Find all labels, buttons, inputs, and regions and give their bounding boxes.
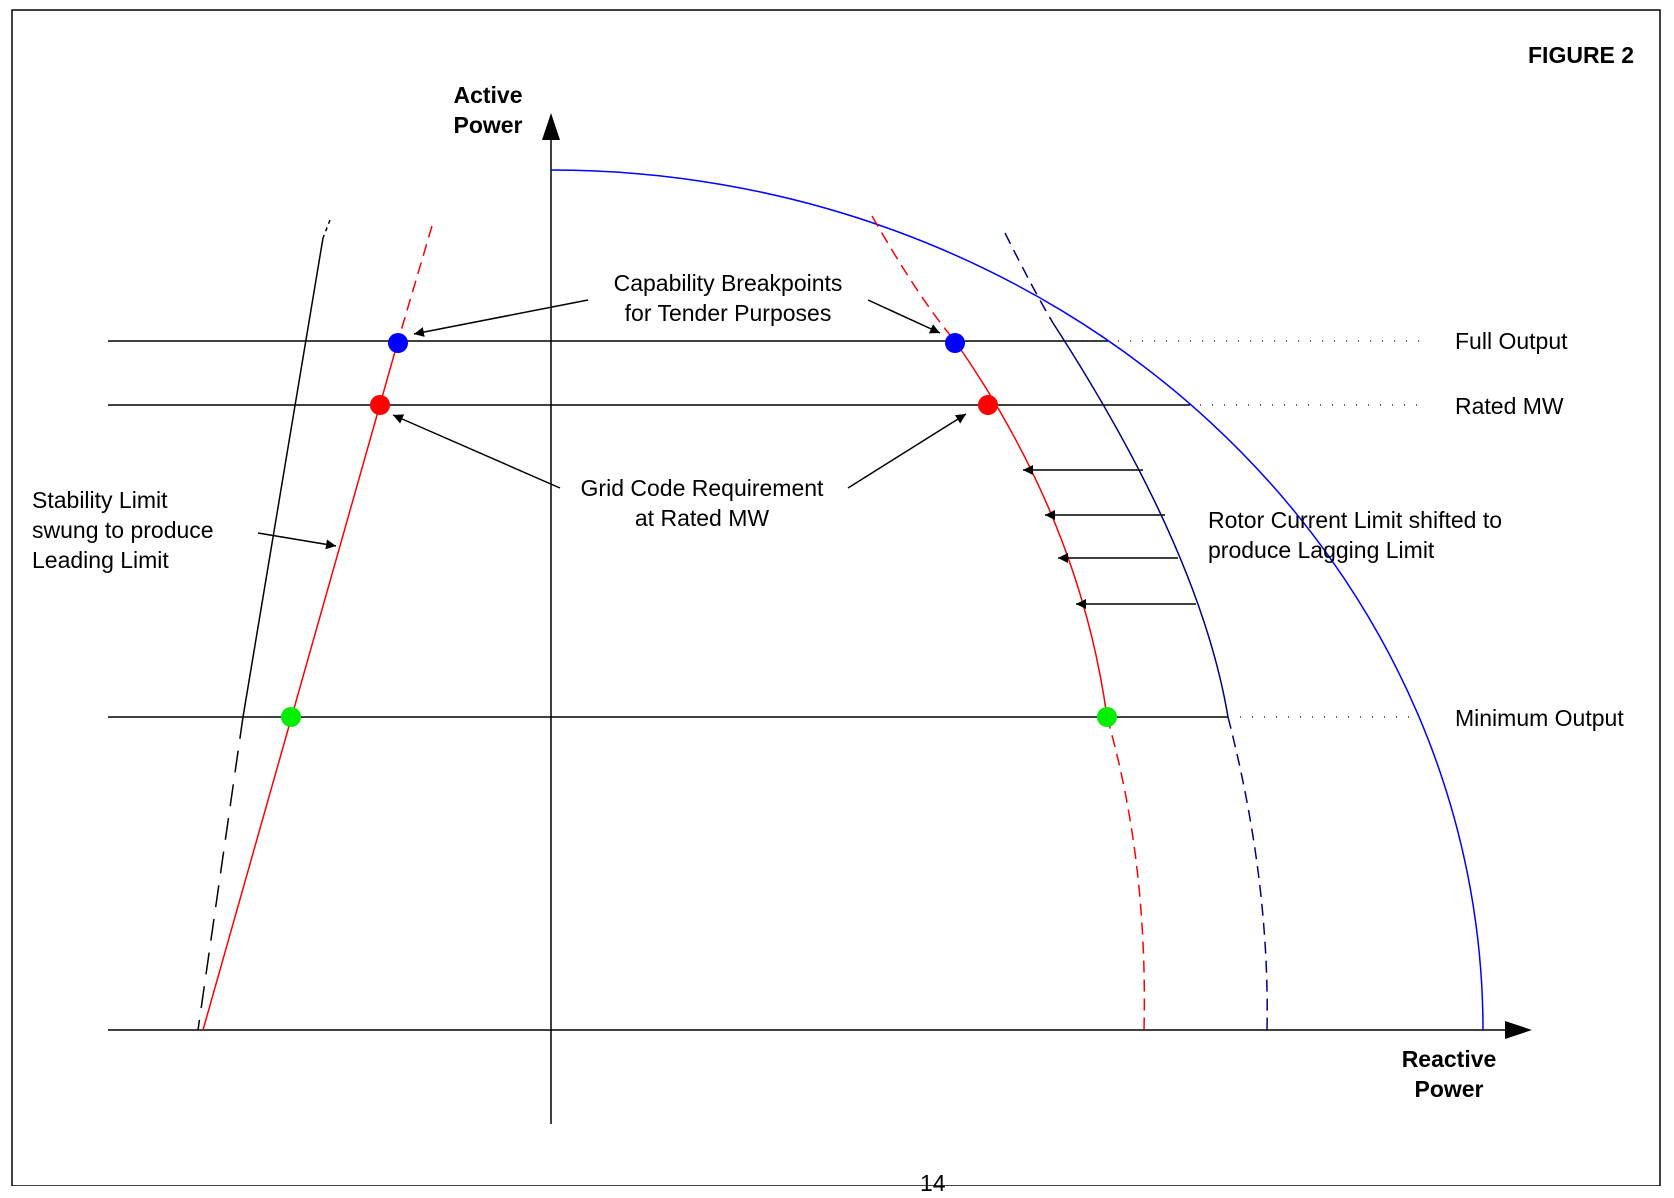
stability-limit-solid bbox=[242, 237, 324, 718]
stability-limit-dashed-bottom bbox=[197, 716, 244, 1031]
full-output-lagging-point bbox=[945, 333, 965, 353]
grid-code-arrow-left bbox=[392, 414, 561, 489]
capability-arrow-right bbox=[867, 299, 941, 334]
stability-arrow bbox=[257, 532, 337, 550]
grid-code-label-line2: at Rated MW bbox=[634, 505, 770, 531]
rotor-label-line2: produce Lagging Limit bbox=[1208, 537, 1435, 563]
y-axis-label-line2: Power bbox=[453, 112, 523, 138]
full-output-leading-point bbox=[388, 333, 408, 353]
lagging-limit-solid bbox=[954, 340, 1108, 718]
y-axis-label-line1: Active bbox=[453, 82, 523, 108]
page-border bbox=[11, 9, 1661, 1186]
rated-mw-lagging-point bbox=[978, 395, 998, 415]
leading-limit-dashed-top bbox=[397, 225, 433, 342]
x-axis-label-line1: Reactive bbox=[1401, 1046, 1497, 1072]
y-axis-label: Active Power bbox=[436, 80, 540, 140]
grid-code-arrow-right bbox=[847, 413, 967, 489]
stability-label-line3: Leading Limit bbox=[32, 547, 169, 573]
stability-limit-label: Stability Limit swung to produce Leading… bbox=[32, 485, 214, 575]
rotor-label-line1: Rotor Current Limit shifted to bbox=[1208, 507, 1503, 533]
lagging-limit-dashed-top bbox=[871, 215, 956, 342]
x-axis-label: Reactive Power bbox=[1390, 1044, 1508, 1104]
rotor-limit-dashed-bottom bbox=[1227, 716, 1268, 1031]
x-axis-label-line2: Power bbox=[1414, 1076, 1484, 1102]
y-axis-arrowhead bbox=[542, 113, 560, 140]
stability-label-line2: swung to produce bbox=[32, 517, 214, 543]
rated-mw-label: Rated MW bbox=[1455, 393, 1564, 419]
figure-label: FIGURE 2 bbox=[1528, 42, 1635, 68]
x-axis-arrowhead bbox=[1505, 1021, 1532, 1039]
stability-label-line1: Stability Limit bbox=[32, 487, 168, 513]
capability-label-line1: Capability Breakpoints bbox=[613, 270, 843, 296]
rotor-limit-dashed-top bbox=[1004, 232, 1054, 324]
minimum-output-leading-point bbox=[281, 707, 301, 727]
full-output-label: Full Output bbox=[1455, 328, 1568, 354]
grid-code-label-line1: Grid Code Requirement bbox=[580, 475, 824, 501]
stability-limit-dashed-top bbox=[322, 219, 331, 239]
minimum-output-label: Minimum Output bbox=[1455, 705, 1624, 731]
capability-label-line2: for Tender Purposes bbox=[624, 300, 832, 326]
capability-arrow-left bbox=[413, 299, 589, 337]
minimum-output-lagging-point bbox=[1097, 707, 1117, 727]
rated-mw-leading-point bbox=[370, 395, 390, 415]
grid-code-label: Grid Code Requirement at Rated MW bbox=[556, 473, 848, 533]
rotor-current-label: Rotor Current Limit shifted to produce L… bbox=[1208, 505, 1502, 565]
rotor-limit-solid bbox=[1052, 322, 1229, 718]
leading-limit-solid bbox=[202, 340, 399, 1031]
page-number: 14 bbox=[920, 1170, 946, 1196]
lagging-limit-dashed-bottom bbox=[1106, 716, 1146, 1031]
capability-breakpoints-label: Capability Breakpoints for Tender Purpos… bbox=[578, 268, 878, 328]
capability-circle bbox=[550, 169, 1484, 1031]
